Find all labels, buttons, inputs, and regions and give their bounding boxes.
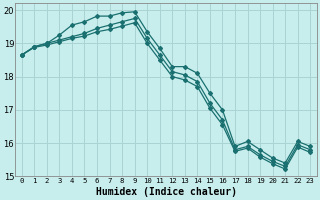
X-axis label: Humidex (Indice chaleur): Humidex (Indice chaleur) [95, 186, 236, 197]
